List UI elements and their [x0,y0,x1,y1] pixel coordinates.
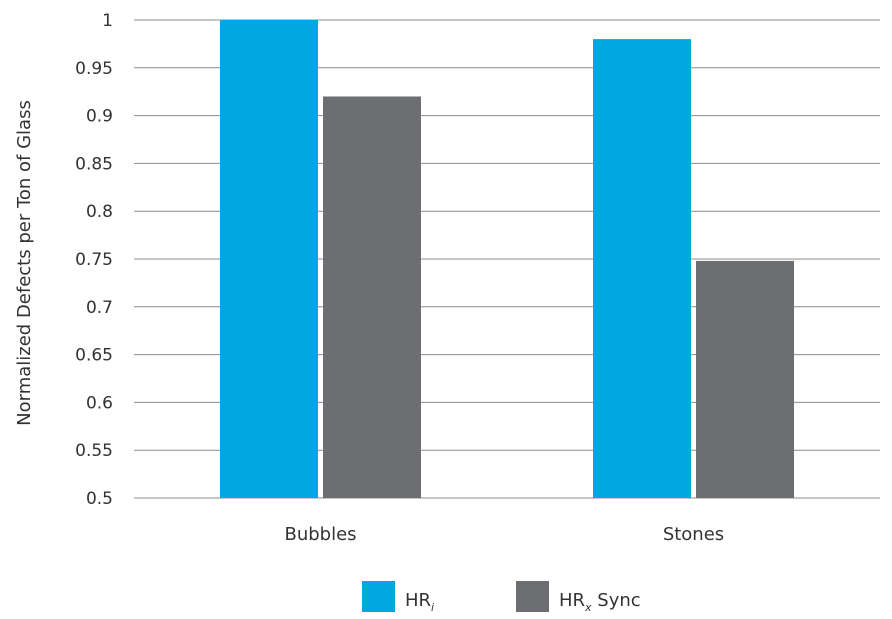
y-tick-label: 0.75 [75,250,113,270]
legend-swatch-1 [516,581,549,612]
y-tick-labels: 0.5 0.55 0.6 0.65 0.7 0.75 0.8 0.85 0.9 0.95 1 [75,11,113,509]
legend: HRi HRx Sync [362,581,641,614]
y-axis-title: Normalized Defects per Ton of Glass [14,100,35,426]
y-tick-label: 0.6 [86,393,113,413]
legend-label-1: HRx Sync [559,590,641,614]
bars [220,20,794,499]
y-tick-label: 0.5 [86,489,113,509]
bar-bubbles-1 [323,96,421,498]
bar-stones-1 [696,260,794,498]
y-tick-label: 0.7 [86,298,113,318]
y-tick-label: 0.9 [86,107,113,127]
y-tick-label: 1 [102,11,113,31]
bar-bubbles-0 [220,20,318,498]
x-category-label: Bubbles [284,524,356,545]
x-category-labels: Bubbles Stones [284,524,724,545]
bar-stones-0 [593,39,691,499]
y-tick-label: 0.8 [86,202,113,222]
y-tick-label: 0.55 [75,441,113,461]
y-tick-label: 0.95 [75,59,113,79]
y-tick-label: 0.65 [75,346,113,366]
y-tick-label: 0.85 [75,154,113,174]
legend-swatch-0 [362,581,395,612]
legend-label-0: HRi [405,590,434,614]
x-category-label: Stones [663,524,724,545]
